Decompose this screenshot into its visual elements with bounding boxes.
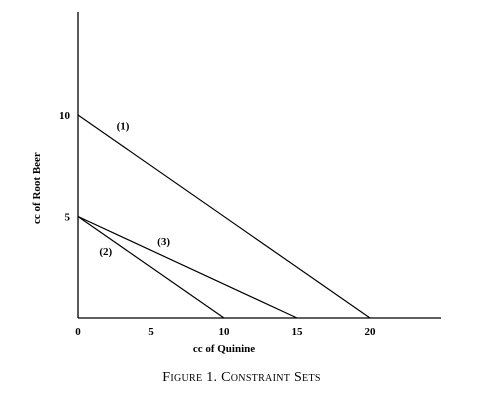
constraint-lines: (1) (2) (3) [77,114,371,319]
x-tick-label: 0 [75,326,81,338]
x-axis-label: cc of Quinine [193,343,255,355]
x-tick-label: 20 [365,326,377,338]
figure-number: Figure 1. [162,370,218,385]
constraint-line-label: (1) [117,120,130,132]
figure-caption: Figure 1. Constraint Sets [0,370,483,386]
y-tick-label: 5 [65,212,71,224]
constraint-line-3 [77,215,298,319]
axes [77,12,441,319]
x-tick-label: 15 [292,326,304,338]
constraint-line-label: (2) [99,246,112,258]
y-axis-label: cc of Root Beer [31,152,43,224]
figure-title: Constraint Sets [221,370,321,385]
x-tick-label: 5 [148,326,154,338]
constraint-line-1 [77,114,371,319]
x-tick-label: 10 [219,326,231,338]
constraint-sets-chart: (1) (2) (3) 0 5 10 15 20 5 10 cc of Quinine cc o… [31,12,441,355]
constraint-line-label: (3) [157,236,170,248]
tick-labels: 0 5 10 15 20 5 10 [59,110,376,338]
constraint-line-2 [77,216,225,319]
y-tick-label: 10 [59,110,71,122]
